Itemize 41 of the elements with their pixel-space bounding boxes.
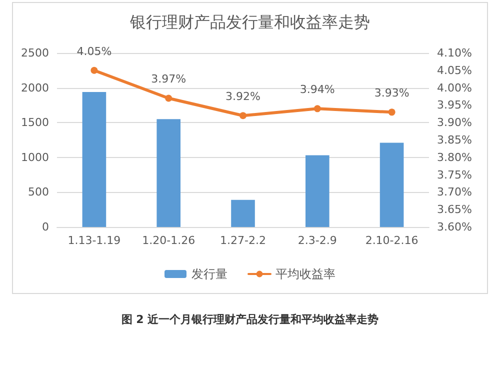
y2-tick-label: 3.95% — [437, 98, 472, 112]
chart-title: 银行理财产品发行量和收益率走势 — [129, 12, 370, 32]
caption: 图 2 近一个月银行理财产品发行量和平均收益率走势 — [120, 312, 380, 327]
data-label: 3.97% — [151, 72, 186, 86]
bar — [380, 142, 404, 227]
x-tick-label: 2.10-2.16 — [365, 234, 418, 247]
y2-tick-label: 3.75% — [437, 168, 472, 182]
bar — [156, 119, 181, 227]
data-label: 4.05% — [76, 44, 112, 58]
data-label: 3.92% — [226, 90, 260, 104]
data-label: 3.94% — [300, 83, 335, 96]
point — [240, 112, 246, 120]
y2-tick-label: 4.00% — [437, 81, 472, 94]
legend-label: 平均收益率 — [276, 267, 336, 281]
y-tick-label: 2000 — [21, 81, 49, 94]
y2-tick-label: 3.80% — [437, 150, 472, 164]
legend-label: 发行量 — [192, 267, 228, 281]
x-tick-label: 1.13-1.19 — [68, 234, 121, 247]
y-tick-label: 0 — [42, 220, 49, 234]
point — [90, 66, 98, 74]
y-tick-label: 500 — [28, 186, 49, 199]
x-tick-label: 1.27-2.2 — [220, 234, 266, 247]
y2-tick-label: 3.65% — [437, 203, 472, 216]
y2-tick-label: 3.90% — [437, 116, 472, 130]
point — [314, 105, 321, 112]
y-tick-label: 1500 — [21, 116, 49, 130]
y2-tick-label: 4.10% — [437, 46, 472, 60]
x-tick-label: 2.3-2.9 — [298, 234, 337, 247]
y-tick-label: 1000 — [21, 150, 49, 164]
bar — [231, 200, 255, 227]
y2-tick-label: 4.05% — [437, 64, 472, 77]
y2-tick-label: 3.70% — [437, 186, 472, 199]
x-tick-label: 1.20-1.26 — [142, 234, 196, 247]
y2-tick-label: 3.60% — [437, 220, 472, 234]
data-label: 3.93% — [374, 86, 410, 100]
point — [388, 108, 396, 116]
point — [165, 94, 172, 102]
bar — [305, 155, 330, 227]
y2-tick-label: 3.85% — [437, 134, 472, 146]
bar — [82, 92, 106, 227]
y-tick-label: 2500 — [21, 46, 49, 60]
